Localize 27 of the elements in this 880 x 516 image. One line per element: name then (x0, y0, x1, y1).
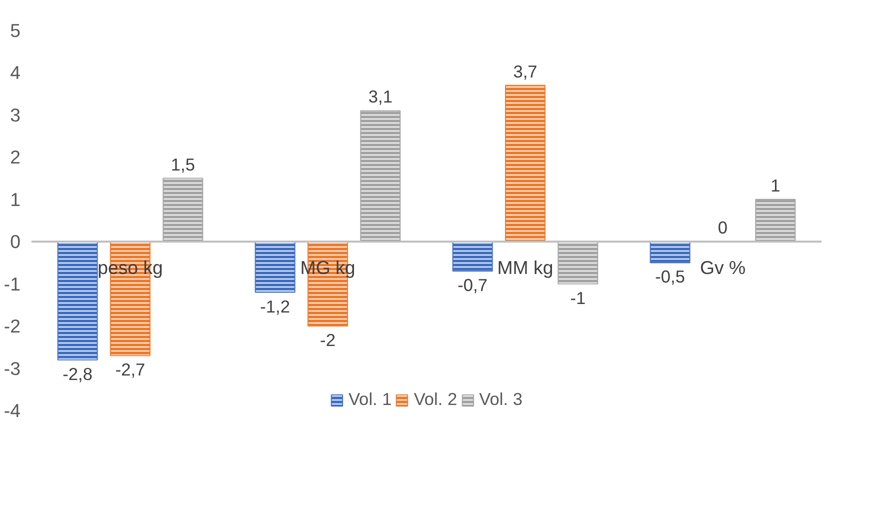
y-tick-label: 1 (10, 188, 21, 210)
data-label: 3,7 (513, 61, 538, 82)
y-tick-label: 0 (10, 231, 21, 252)
data-label: -0,5 (655, 266, 686, 287)
data-label: -1 (570, 288, 586, 308)
data-label: -2 (320, 330, 336, 350)
data-label: -0,7 (458, 275, 488, 296)
legend-label: Vol. 3 (479, 389, 523, 410)
data-label: 0 (718, 218, 728, 238)
data-label: 3,1 (368, 86, 392, 107)
y-tick-label: -3 (4, 358, 21, 379)
y-tick-label: 3 (10, 104, 21, 126)
x-tick-label: Gv % (700, 257, 746, 278)
x-tick-label: MM kg (497, 257, 554, 278)
legend-label: Vol. 1 (348, 389, 392, 410)
y-tick-label: -4 (4, 400, 21, 421)
y-tick-label: 2 (10, 146, 21, 168)
data-label: -2,8 (62, 364, 93, 384)
legend-label: Vol. 2 (414, 389, 458, 410)
data-label: 1 (770, 175, 780, 196)
y-tick-label: -2 (4, 316, 21, 337)
y-tick-label: -1 (4, 273, 21, 294)
data-label: 1,5 (170, 154, 195, 174)
data-label: -2,7 (115, 360, 146, 380)
data-label: -1,2 (260, 296, 290, 316)
y-tick-label: 5 (10, 20, 21, 41)
y-tick-label: 4 (10, 62, 21, 84)
